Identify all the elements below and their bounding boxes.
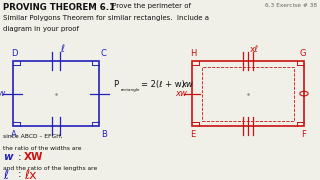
Text: P: P [114,80,119,89]
Bar [192,61,304,126]
Text: C: C [101,49,107,58]
Bar [202,67,294,121]
Text: = 2(ℓ + w): = 2(ℓ + w) [141,80,185,89]
Text: the ratio of the widths are: the ratio of the widths are [3,146,82,151]
Text: xℓ: xℓ [250,45,259,54]
Text: B: B [101,130,107,139]
Text: :: : [18,169,21,179]
Text: A: A [11,130,17,139]
Text: w: w [0,89,5,98]
Text: Similar Polygons Theorem for similar rectangles.  Include a: Similar Polygons Theorem for similar rec… [3,15,209,21]
Text: w: w [3,152,13,162]
Text: PROVING THEOREM 6.1: PROVING THEOREM 6.1 [3,3,115,12]
Text: Prove the perimeter of: Prove the perimeter of [110,3,191,9]
Text: and the ratio of the lengths are: and the ratio of the lengths are [3,166,98,171]
Text: xw: xw [175,89,187,98]
Bar [13,61,99,126]
Text: ℓ: ℓ [60,44,64,54]
Text: diagram in your proof: diagram in your proof [3,26,79,32]
Text: 6.3 Exercise # 38: 6.3 Exercise # 38 [265,3,317,8]
Text: xw: xw [181,80,193,89]
Text: F: F [301,130,306,139]
Text: E: E [190,130,196,139]
Text: since ABCD – EFGH,: since ABCD – EFGH, [3,134,63,139]
Text: rectangle: rectangle [121,88,140,92]
Text: XW: XW [24,152,44,162]
Text: D: D [11,49,18,58]
Text: ℓ: ℓ [3,169,8,180]
Text: :: : [18,152,21,162]
Text: G: G [299,49,306,58]
Text: H: H [190,49,197,58]
Text: ℓx: ℓx [24,169,36,180]
